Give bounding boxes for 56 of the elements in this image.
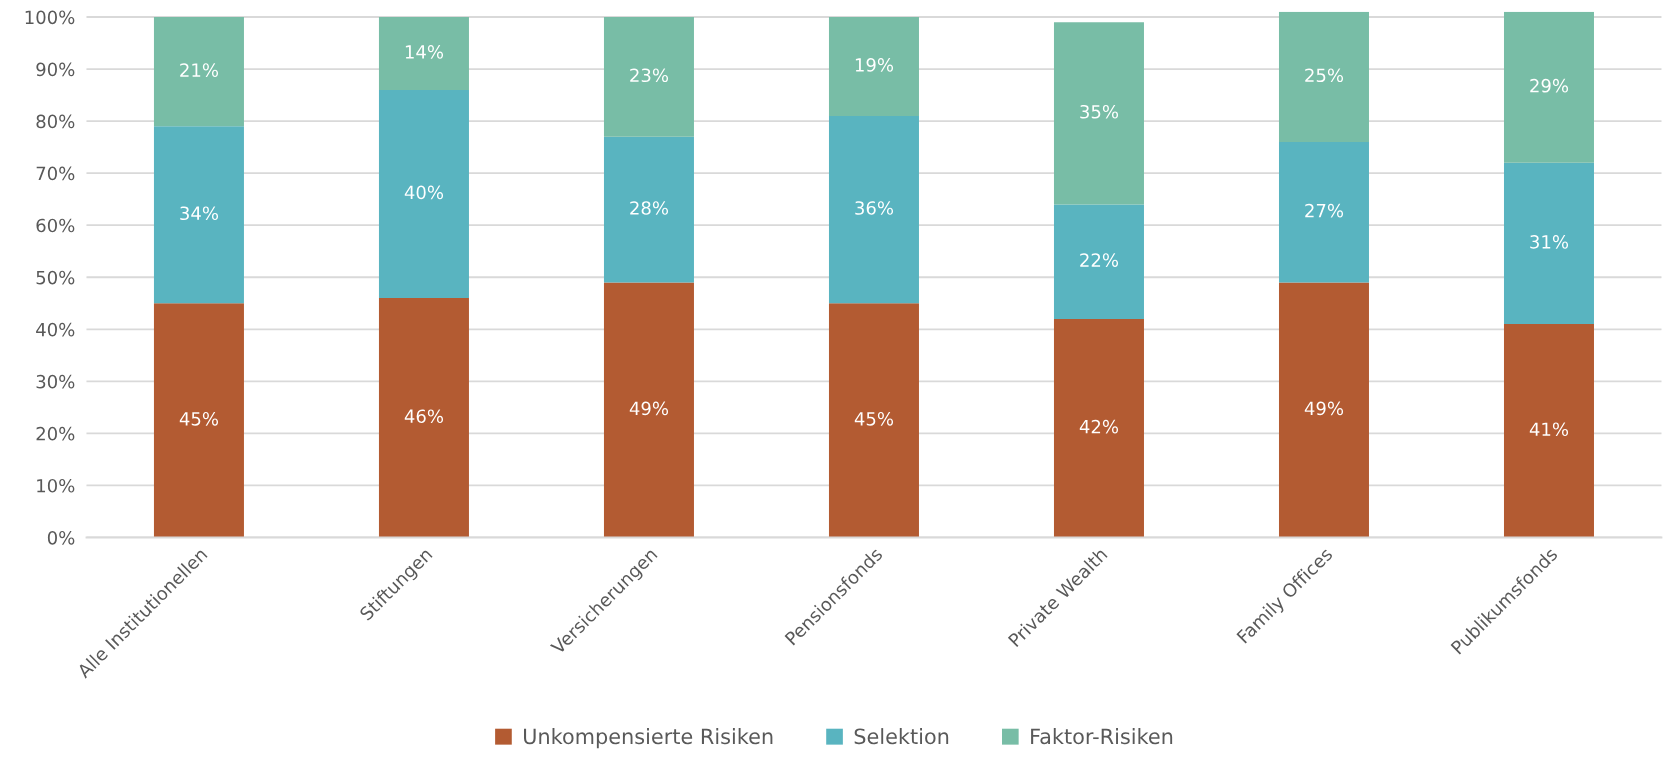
data-label: 40% [404,185,444,200]
bar [1053,204,1144,319]
data-label: 29% [1530,78,1569,93]
bar [1503,11,1594,163]
bar [603,282,694,538]
y-tick-label: 20% [36,426,75,441]
data-label: 23% [630,68,669,83]
data-label: 36% [855,201,894,215]
bar [828,17,919,116]
y-tick-label: 70% [36,166,75,181]
data-label: 21% [180,63,219,77]
y-tick-label: 80% [36,114,75,129]
bar [1278,141,1369,283]
data-label: 34% [180,206,219,221]
bar [828,115,919,304]
legend-label: Faktor-Risiken [1031,728,1173,745]
bar [153,17,244,127]
bar [153,303,244,538]
bar [1053,22,1144,205]
bar [1278,11,1369,142]
data-label: 41% [1529,422,1569,437]
y-tick-label: 60% [36,218,75,233]
y-tick-label: 40% [36,322,75,337]
bar [1503,324,1594,538]
data-label: 27% [1305,203,1344,218]
data-label: 42% [1079,419,1119,434]
y-tick-label: 50% [36,270,75,285]
bar [603,17,694,137]
bar [603,136,694,283]
bar [153,126,244,304]
data-label: 28% [630,201,669,215]
data-label: 45% [854,411,894,426]
data-label: 49% [1304,401,1344,416]
data-label: 45% [179,411,219,426]
y-tick-label: 10% [37,478,75,493]
bar [1503,162,1594,325]
data-label: 46% [404,409,444,424]
data-label: 22% [1080,253,1119,267]
data-label: 25% [1305,68,1344,83]
bar [1278,282,1369,538]
bar [1053,318,1144,538]
data-label: 14% [405,45,444,59]
legend-label: Unkompensierte Risiken [524,728,773,749]
bar [828,303,919,538]
y-tick-label: 30% [36,374,75,389]
y-tick-label: 100% [25,10,75,25]
data-label: 19% [855,58,894,72]
legend-label: Selektion [854,728,949,745]
y-tick-label: 90% [36,62,75,77]
data-label: 31% [1530,235,1569,249]
bar [378,89,469,299]
bar [378,298,469,538]
bar [378,17,469,90]
data-label: 35% [1080,104,1119,119]
y-tick-label: 0% [47,530,75,545]
data-label: 49% [629,401,669,416]
